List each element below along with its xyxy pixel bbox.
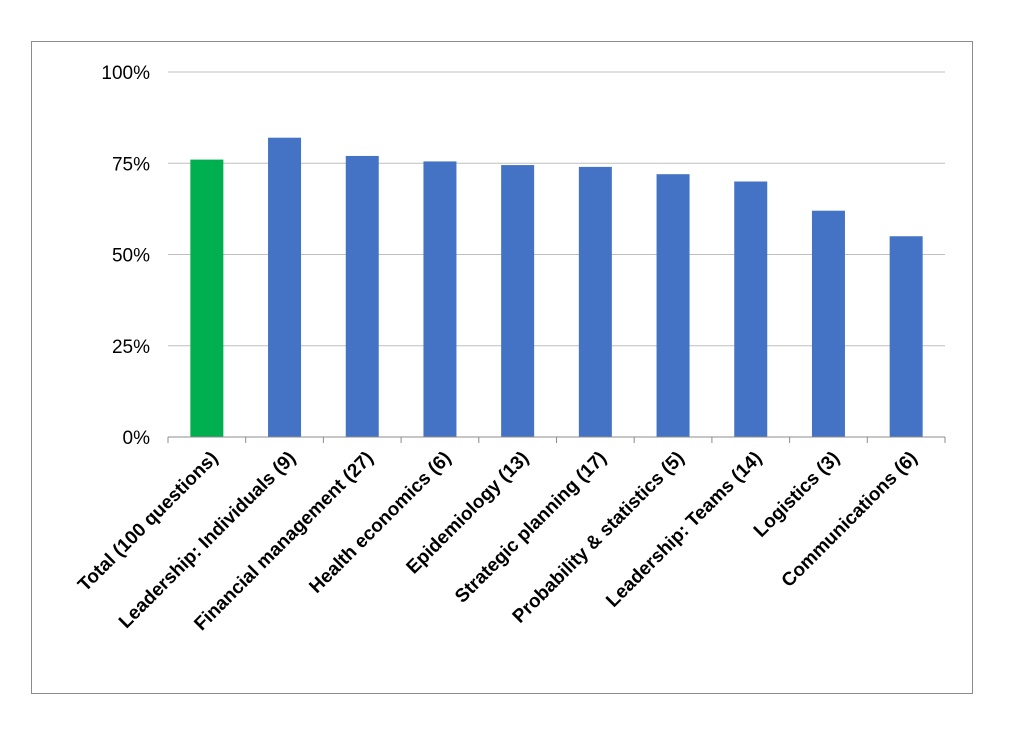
bar bbox=[423, 161, 457, 438]
bar bbox=[190, 159, 224, 437]
y-tick-label: 0% bbox=[123, 428, 151, 449]
bar bbox=[889, 236, 923, 437]
bar bbox=[656, 174, 690, 437]
x-category-label: Leadership: Teams (14) bbox=[602, 448, 766, 612]
bar bbox=[734, 181, 768, 437]
bar bbox=[501, 165, 535, 437]
x-category-label: Total (100 questions) bbox=[74, 448, 222, 596]
bars bbox=[190, 137, 923, 438]
bar bbox=[345, 155, 379, 437]
y-tick-label: 50% bbox=[112, 246, 150, 267]
bar bbox=[268, 137, 302, 437]
y-tick-label: 25% bbox=[112, 337, 150, 358]
x-category-label: Communications (6) bbox=[778, 448, 922, 592]
axes bbox=[167, 436, 946, 443]
bar bbox=[578, 166, 612, 437]
y-tick-label: 100% bbox=[101, 63, 150, 84]
y-tick-label: 75% bbox=[112, 154, 150, 175]
x-category-label: Strategic planning (17) bbox=[451, 448, 611, 608]
x-category-label: Health economics (6) bbox=[306, 448, 456, 598]
bar bbox=[811, 210, 845, 437]
